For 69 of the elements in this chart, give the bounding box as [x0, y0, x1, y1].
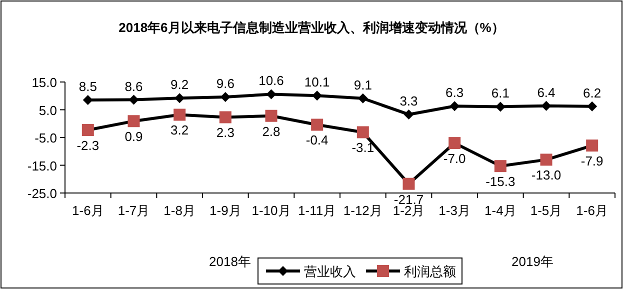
point — [82, 124, 94, 136]
data-label: 8.5 — [78, 79, 97, 94]
point — [356, 126, 369, 138]
x-tick-label: 1-7月 — [118, 203, 150, 218]
data-label: 10.1 — [304, 74, 330, 90]
data-label: 8.6 — [124, 78, 143, 94]
point — [495, 102, 506, 112]
data-label: -7.9 — [580, 154, 604, 169]
x-tick-label: 1-11月 — [298, 203, 336, 218]
y-tick-label: -5.0 — [34, 130, 57, 146]
x-tick-label: 1-12月 — [343, 203, 382, 218]
data-label: 3.3 — [400, 93, 418, 108]
point — [404, 109, 414, 120]
point — [450, 101, 460, 112]
point — [448, 137, 461, 150]
data-label: 9.1 — [354, 77, 372, 92]
data-label: 3.2 — [170, 122, 189, 138]
x-tick-label: 1-8月 — [164, 203, 196, 218]
y-tick-label: -25.0 — [27, 186, 57, 201]
y-tick-label: 15.0 — [32, 75, 57, 90]
x-tick-label: 1-6月 — [72, 203, 104, 218]
point — [586, 140, 598, 152]
x-tick-label: 1-5月 — [530, 203, 562, 218]
legend-label: 利润总额 — [404, 264, 456, 279]
data-label: 0.9 — [124, 129, 143, 144]
x-tick-label: 1-6月 — [576, 203, 608, 218]
data-label: 9.6 — [216, 76, 234, 91]
point — [402, 178, 415, 190]
point — [266, 89, 276, 100]
point — [540, 154, 552, 166]
data-label: 2.8 — [262, 124, 280, 139]
x-tick-label: 1-4月 — [484, 203, 516, 218]
x-tick-label: 1-9月 — [210, 203, 242, 218]
point — [174, 108, 186, 121]
point — [128, 94, 139, 105]
text: 2019年 — [512, 254, 554, 269]
data-label: 10.6 — [258, 73, 284, 88]
point — [220, 92, 230, 102]
point — [541, 100, 552, 111]
data-label: 2.3 — [216, 125, 234, 140]
data-label: 6.4 — [537, 84, 556, 100]
data-label: 9.2 — [170, 77, 189, 92]
x-tick-label: 1-3月 — [438, 203, 470, 218]
data-label: -2.3 — [76, 138, 100, 154]
x-tick-label: 1-10月 — [252, 203, 291, 218]
point — [358, 93, 368, 104]
chart-title: 2018年6月以来电子信息制造业营业收入、利润增速变动情况（%） — [118, 20, 504, 35]
point — [174, 93, 185, 104]
point — [311, 118, 324, 131]
point — [82, 95, 93, 106]
point — [265, 110, 278, 122]
data-label: -7.0 — [443, 151, 466, 166]
data-label: 6.3 — [446, 85, 464, 100]
text: 2018年 — [209, 254, 251, 269]
point — [587, 101, 598, 112]
data-label: -13.0 — [531, 168, 562, 183]
legend-label: 营业收入 — [304, 264, 356, 279]
point — [494, 160, 506, 172]
data-label: -3.1 — [352, 140, 374, 156]
data-label: -0.4 — [306, 132, 328, 148]
data-label: 6.1 — [491, 86, 510, 101]
data-label: -15.3 — [486, 174, 516, 190]
y-tick-label: 5.0 — [38, 102, 57, 118]
point — [312, 90, 322, 101]
data-label: 6.2 — [583, 85, 602, 100]
point — [128, 115, 140, 128]
point — [219, 111, 232, 124]
y-tick-label: -15.0 — [27, 158, 57, 174]
x-tick-label: 1-2月 — [392, 203, 425, 218]
